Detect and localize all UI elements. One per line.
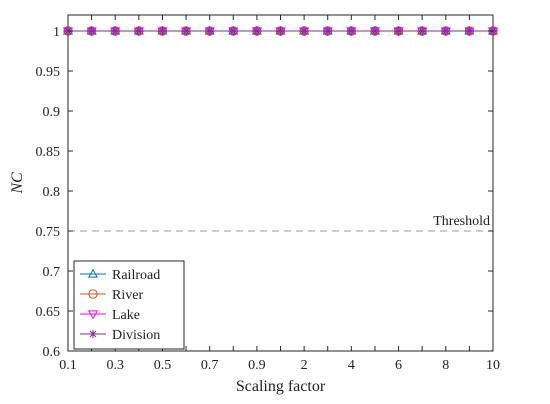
y-tick-label: 0.6 — [43, 345, 61, 360]
x-tick-label: 2 — [301, 358, 308, 373]
x-axis-ticks: 0.1 0.3 0.5 0.7 0.9 2 4 6 8 10 — [59, 15, 500, 373]
y-axis-label: NC — [9, 172, 26, 195]
data-point — [276, 26, 285, 36]
legend: Railroad River Lake Division — [73, 260, 185, 350]
x-tick-label: 4 — [348, 358, 355, 373]
legend-label: Lake — [112, 308, 140, 323]
legend-label: Railroad — [112, 268, 160, 283]
x-tick-label: 0.7 — [201, 358, 219, 373]
data-point — [347, 26, 356, 36]
series-layer — [62, 25, 499, 37]
y-tick-label: 0.9 — [43, 105, 61, 120]
legend-marker — [87, 268, 99, 278]
legend-marker — [88, 329, 98, 339]
data-point — [370, 26, 380, 36]
legend-label: Division — [112, 328, 160, 343]
x-tick-label: 0.1 — [59, 358, 77, 373]
data-point — [465, 26, 474, 36]
data-point — [87, 26, 96, 36]
data-point — [134, 26, 144, 36]
data-point — [205, 26, 214, 36]
legend-marker — [88, 289, 98, 299]
x-tick-label: 6 — [395, 358, 402, 373]
y-tick-label: 0.95 — [36, 65, 61, 80]
data-point — [299, 26, 309, 36]
series-division — [63, 26, 498, 36]
y-tick-label: 0.75 — [36, 225, 61, 240]
data-point — [323, 26, 332, 36]
y-tick-label: 0.8 — [43, 185, 61, 200]
y-tick-label: 0.7 — [43, 265, 61, 280]
data-point — [394, 26, 403, 36]
data-point — [441, 26, 450, 36]
y-axis-ticks: 0.6 0.65 0.7 0.75 0.8 0.85 0.9 0.95 1 — [36, 25, 493, 360]
x-tick-label: 10 — [486, 358, 500, 373]
data-point — [158, 26, 167, 36]
threshold-label: Threshold — [433, 214, 490, 229]
x-tick-label: 0.3 — [106, 358, 124, 373]
legend-item: Division — [80, 328, 160, 343]
data-point — [252, 26, 262, 36]
x-tick-label: 0.9 — [248, 358, 266, 373]
y-tick-label: 1 — [53, 25, 60, 40]
legend-marker — [87, 310, 99, 320]
y-tick-label: 0.85 — [36, 145, 61, 160]
x-tick-label: 0.5 — [154, 358, 172, 373]
x-tick-label: 8 — [442, 358, 449, 373]
y-tick-label: 0.65 — [36, 305, 61, 320]
data-point — [417, 26, 427, 36]
legend-item: River — [80, 288, 143, 303]
threshold: Threshold — [68, 214, 493, 232]
legend-item: Railroad — [80, 268, 160, 283]
legend-label: River — [112, 288, 143, 303]
x-axis-label: Scaling factor — [236, 378, 326, 395]
data-point — [181, 26, 191, 36]
data-point — [229, 26, 238, 36]
data-point — [111, 26, 120, 36]
legend-item: Lake — [80, 308, 140, 323]
